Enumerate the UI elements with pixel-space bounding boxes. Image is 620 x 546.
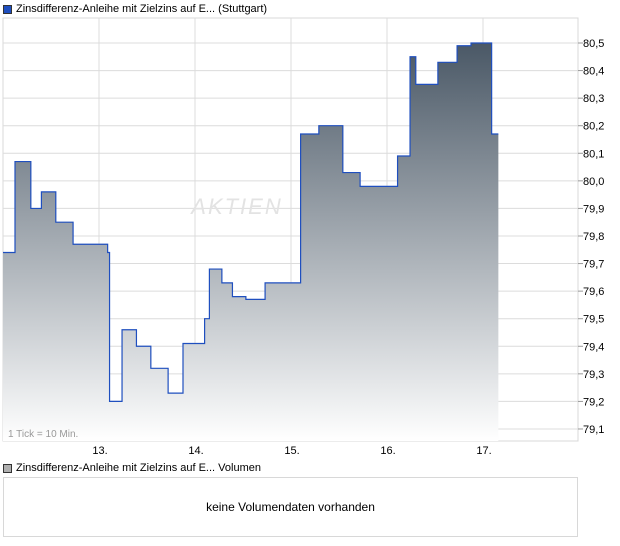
price-legend-swatch [3,4,12,14]
y-tick-label: 80,0 [583,176,604,188]
y-tick-label: 80,4 [583,66,604,78]
x-tick-label: 13. [92,445,107,457]
y-tick-label: 79,3 [583,369,604,381]
y-tick-label: 79,8 [583,231,604,243]
price-area [3,43,499,441]
volume-message: keine Volumendaten vorhanden [206,500,375,514]
volume-legend-swatch [3,463,12,473]
price-legend-label: Zinsdifferenz-Anleihe mit Zielzins auf E… [16,3,268,15]
x-tick-label: 15. [284,445,299,457]
y-tick-label: 79,5 [583,314,604,326]
volume-panel: keine Volumendaten vorhanden [3,477,578,537]
x-tick-label: 17. [476,445,491,457]
y-tick-label: 79,4 [583,341,604,353]
y-tick-label: 79,9 [583,203,604,215]
x-tick-label: 14. [188,445,203,457]
x-tick-label: 16. [380,445,395,457]
price-line [3,42,499,403]
price-legend: Zinsdifferenz-Anleihe mit Zielzins auf E… [3,3,267,15]
y-tick-label: 80,3 [583,93,604,105]
y-tick-label: 79,6 [583,286,604,298]
volume-legend: Zinsdifferenz-Anleihe mit Zielzins auf E… [3,462,261,474]
price-chart: 80,5 80,4 80,3 80,2 80,1 80,0 79,9 79,8 79,7 79,6… [2,17,604,457]
volume-legend-label: Zinsdifferenz-Anleihe mit Zielzins auf E… [16,462,261,474]
y-tick-label: 79,1 [583,424,604,436]
y-tick-label: 80,5 [583,38,604,50]
y-tick-label: 80,1 [583,148,604,160]
y-tick-label: 80,2 [583,121,604,133]
tick-note: 1 Tick = 10 Min. [8,429,78,440]
watermark: AKTIEN [189,194,282,219]
y-tick-label: 79,7 [583,259,604,271]
y-tick-label: 79,2 [583,396,604,408]
